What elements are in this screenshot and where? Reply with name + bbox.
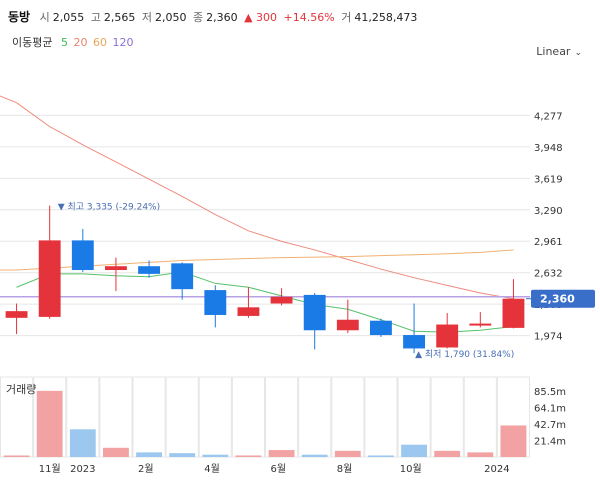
high-label: 고 [90, 11, 101, 24]
close-label: 종 [192, 11, 204, 24]
candle-body [138, 266, 160, 274]
candle-body [171, 263, 194, 290]
ma60-line [16, 249, 514, 271]
change-value: ▲ 300 [244, 11, 278, 24]
candle-body [303, 294, 326, 331]
open-label: 시 [39, 11, 50, 24]
volume-value: 41,258,473 [354, 11, 418, 24]
candle-body [403, 335, 425, 349]
current-price-label: 2,360 [540, 293, 575, 306]
volume-slot [298, 376, 332, 458]
volume-bar [334, 450, 361, 457]
volume-slot [99, 376, 133, 458]
volume-bar [500, 425, 527, 457]
stock-name: 동방 [8, 10, 31, 24]
volume-bar [103, 447, 129, 457]
volume-tick-label: 64.1m [534, 404, 566, 415]
volume-slot [132, 376, 166, 458]
candle-body [237, 307, 260, 316]
current-price-tag [531, 289, 595, 308]
y-tick-label: 1,974 [534, 332, 563, 343]
volume-bar [202, 454, 229, 457]
candle-body [436, 324, 459, 348]
x-tick-label: 8월 [337, 463, 353, 475]
low-value: 2,050 [154, 11, 187, 24]
high-value: 2,565 [103, 11, 136, 24]
y-tick-label: 3,948 [534, 143, 563, 154]
moving-average-legend: 이동평균 5 20 60 120 [12, 34, 135, 50]
close-value: 2,360 [206, 11, 238, 24]
y-tick-label: 2,632 [534, 269, 563, 280]
volume-slot [430, 376, 464, 458]
x-tick-label: 10월 [400, 463, 422, 475]
volume-title: 거래량 [6, 383, 36, 396]
volume-bar [434, 450, 461, 457]
volume-slot [463, 376, 497, 458]
low-annotation: ▲ 최저 1,790 (31.84%) [415, 349, 514, 360]
volume-bar [368, 455, 394, 457]
volume-slot [198, 376, 232, 458]
volume-slot [231, 376, 265, 458]
y-tick-label: 3,290 [534, 206, 563, 217]
candle-body [502, 298, 525, 328]
volume-slot [331, 376, 365, 458]
volume-bar [301, 454, 328, 457]
x-tick-label: 4월 [204, 463, 220, 475]
candle-body [5, 311, 28, 318]
volume-label: 거 [341, 11, 352, 24]
ma20-line-start [0, 95, 17, 104]
volume-tick-label: 21.4m [534, 437, 566, 448]
volume-tick-label: 85.5m [534, 387, 566, 398]
chevron-down-icon: ⌄ [574, 48, 582, 58]
y-tick-label: 4,277 [534, 111, 563, 122]
x-tick-label: 2월 [138, 463, 154, 475]
volume-bar [268, 450, 295, 457]
volume-bar [3, 455, 30, 457]
candle-body [370, 320, 392, 336]
x-tick-label: 11월 [39, 463, 61, 475]
volume-slot [265, 376, 299, 458]
candle-body [469, 323, 492, 326]
ma5-line [16, 271, 514, 333]
moving-average-label: 이동평균 [12, 36, 53, 49]
ma-60[interactable]: 60 [92, 36, 107, 49]
candle-body [270, 296, 293, 304]
scale-selector[interactable]: Linear ⌄ [536, 45, 582, 58]
ma-20[interactable]: 20 [73, 36, 88, 49]
y-tick-label: 2,961 [534, 237, 563, 248]
open-value: 2,055 [52, 11, 85, 24]
candle-body [38, 240, 61, 317]
high-annotation: ▼ 최고 3,335 (-29.24%) [58, 201, 160, 212]
volume-bar [401, 444, 427, 457]
y-tick-label: 3,619 [534, 174, 563, 185]
volume-bar [235, 455, 262, 457]
ma-5[interactable]: 5 [60, 36, 68, 49]
candle-body [71, 240, 94, 271]
volume-bar [136, 452, 162, 457]
x-tick-label: 2024 [484, 464, 509, 475]
volume-slot [364, 376, 398, 458]
candle-body [336, 319, 359, 331]
candle-body [204, 290, 227, 315]
volume-slot [165, 376, 199, 458]
change-percent: +14.56% [283, 11, 335, 24]
scale-label: Linear [536, 45, 571, 58]
volume-bar [36, 390, 63, 457]
stock-header: 동방 시 2,055 고 2,565 저 2,050 종 2,360 ▲ 300 +14… [8, 8, 420, 26]
volume-bar [467, 452, 494, 457]
x-tick-label: 2023 [70, 464, 95, 475]
ma20-line [16, 102, 514, 300]
volume-tick-label: 42.7m [534, 420, 566, 431]
low-label: 저 [141, 11, 152, 24]
volume-bar [169, 453, 196, 457]
x-tick-label: 6월 [270, 463, 286, 475]
volume-bar [69, 429, 96, 457]
ma-120[interactable]: 120 [112, 36, 134, 49]
candle-body [105, 266, 127, 271]
